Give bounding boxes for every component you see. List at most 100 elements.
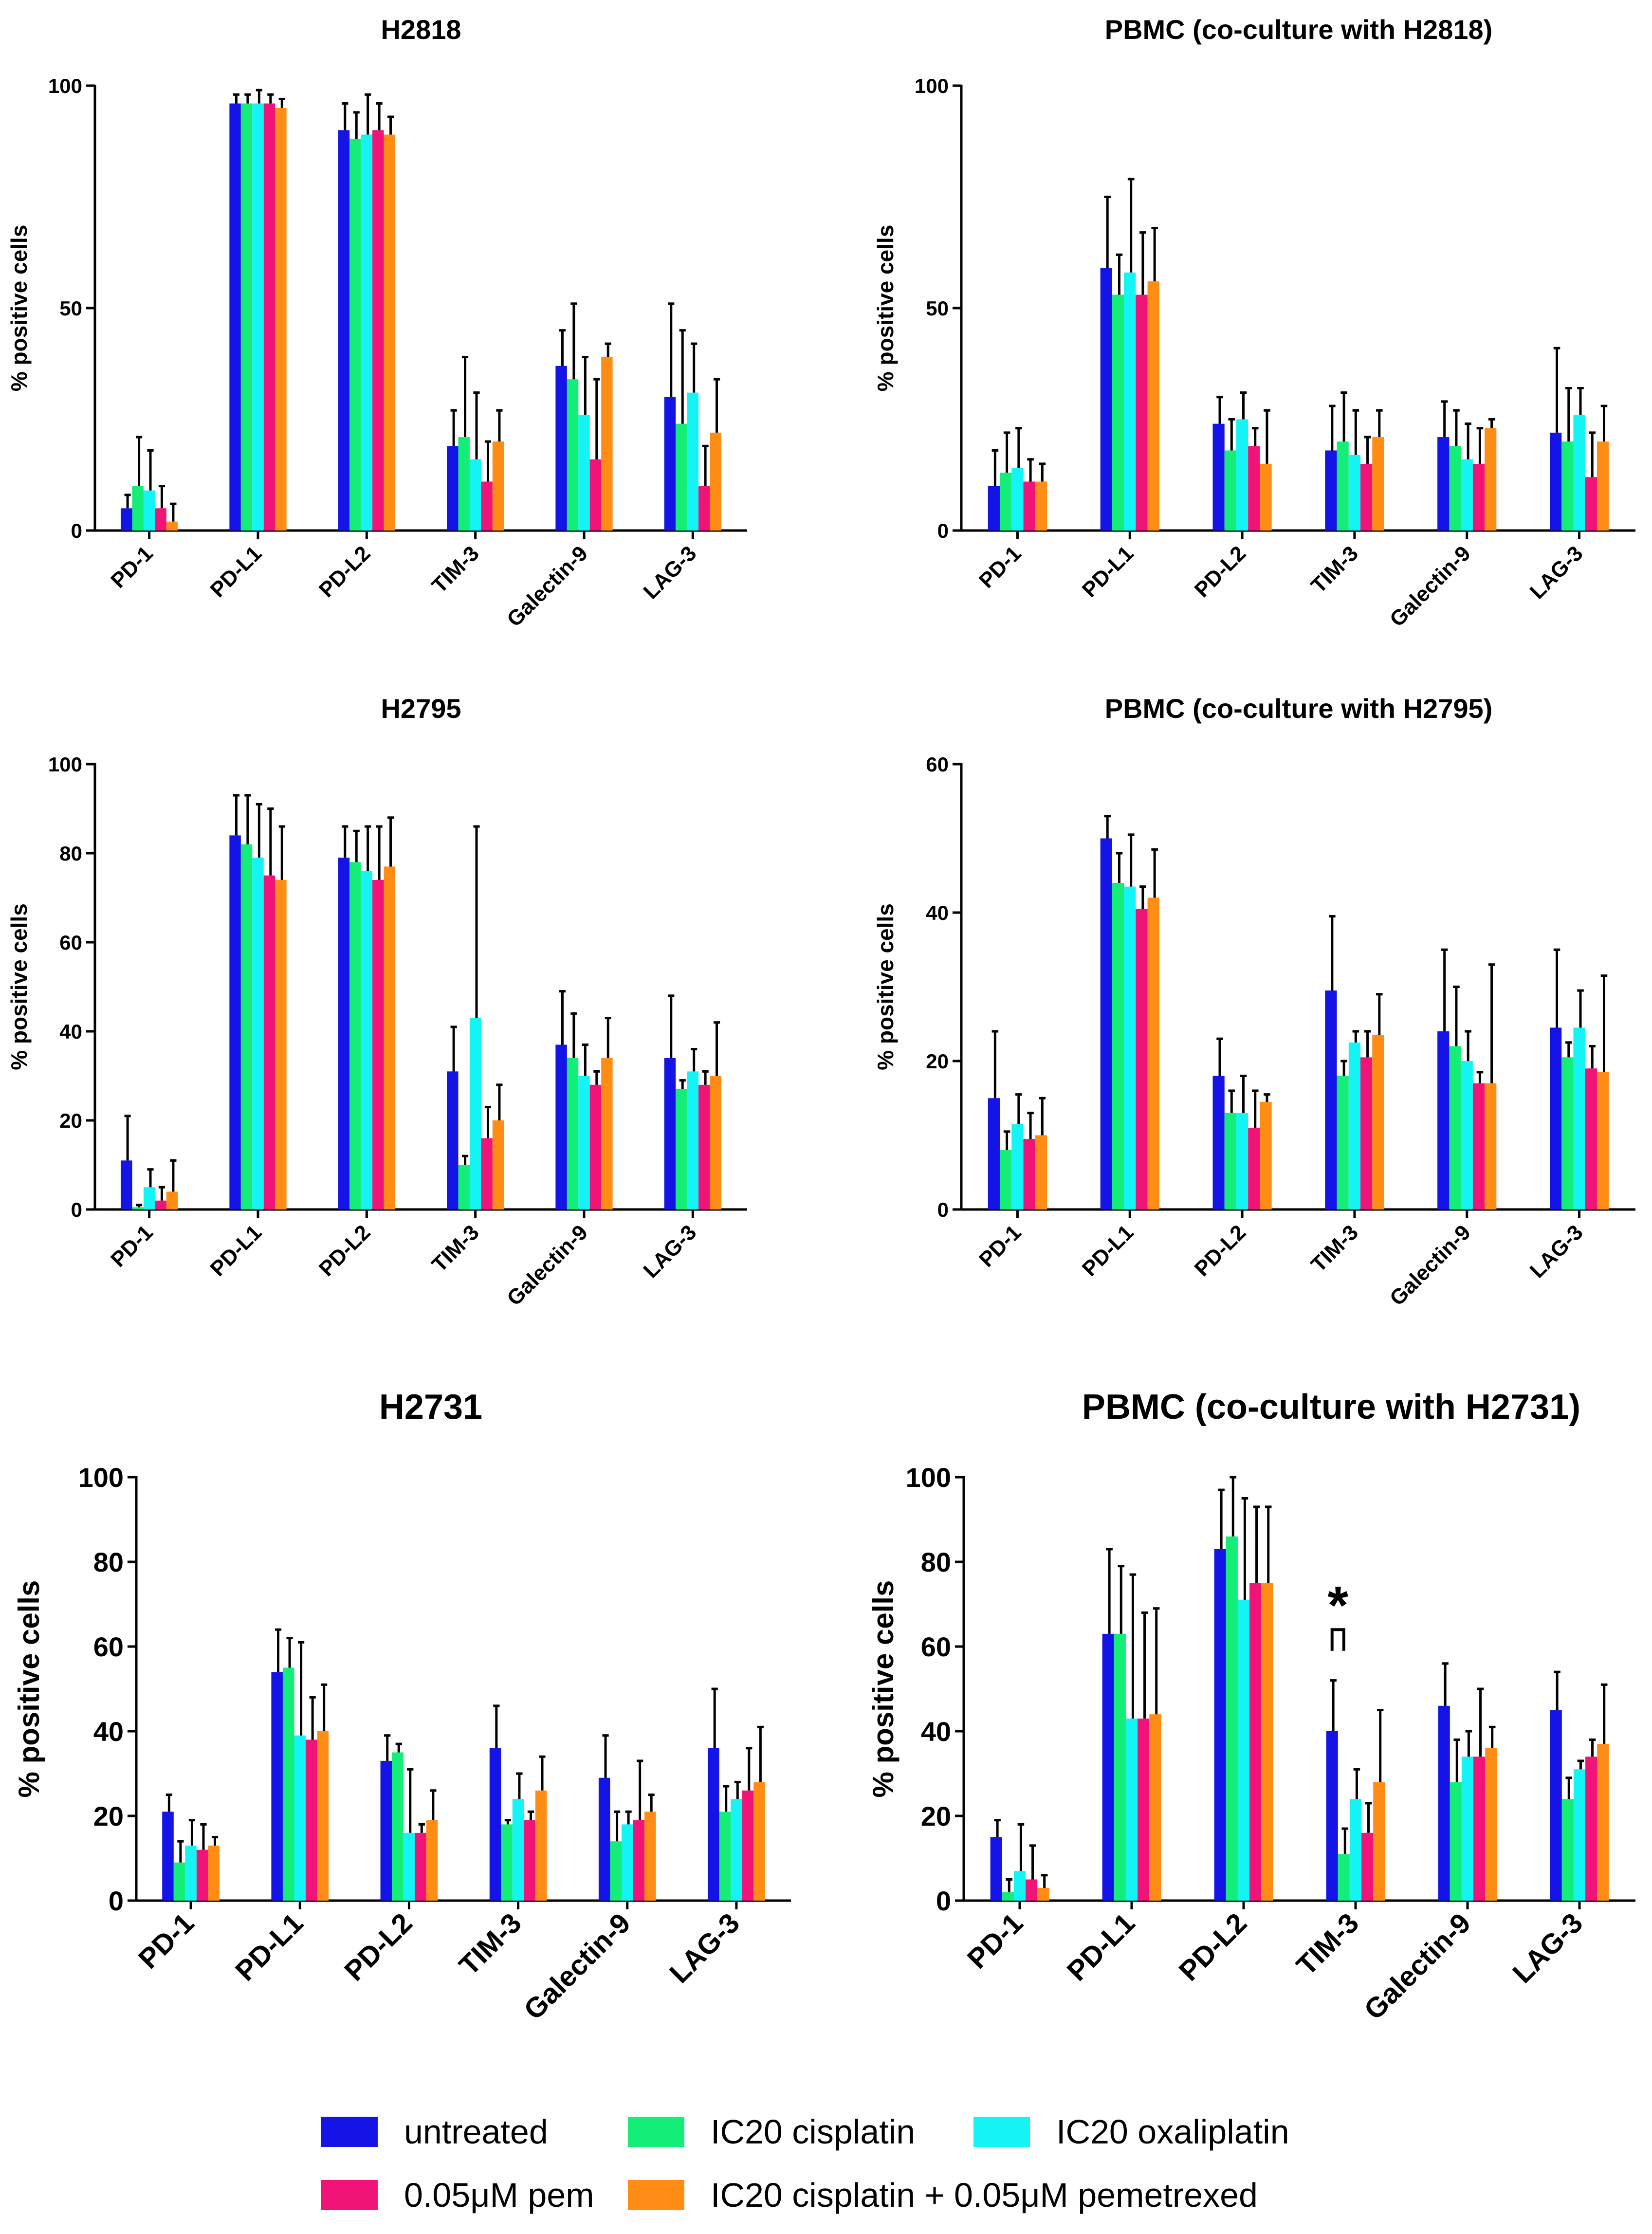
y-tick-label: 80 [59,842,82,865]
legend-item-cisplatin: IC20 cisplatin [628,2112,915,2151]
bar-pem [1026,1879,1038,1901]
legend: untreated IC20 cisplatin IC20 oxaliplati… [273,2103,1489,2224]
bar-pem [263,103,275,531]
y-tick-label: 20 [921,1801,951,1831]
x-tick-label: TIM-3 [1306,1220,1363,1277]
y-axis-label: % positive cells [6,903,32,1070]
bar-oxaliplatin [512,1799,524,1901]
bar-cisplatin [676,1089,687,1209]
bar-untreated [121,1160,132,1209]
bar-untreated [271,1672,283,1901]
x-tick-label: LAG-3 [639,1220,701,1282]
bar-combo [1485,428,1497,531]
chart-panel-3: H2795 % positive cells 0 20 40 60 80 100 PD-1 PD-… [6,693,747,1311]
bar-combo [208,1845,220,1901]
x-tick-label: LAG-3 [1525,541,1588,604]
bar-combo [1035,1135,1047,1209]
bar-pem [155,508,166,531]
chart-panel-5: H2731 % positive cells 0 20 40 60 80 100 PD-1 PD-… [13,1388,791,2026]
y-axis-label: % positive cells [6,225,32,392]
bar-untreated [489,1748,501,1901]
bar-cisplatin [1561,441,1574,531]
x-tick-label: PD-L2 [1190,1220,1251,1281]
significance-star: * [1327,1575,1348,1635]
bar-oxaliplatin [687,1071,699,1209]
bar-untreated [1549,1027,1562,1209]
x-tick-label: PD-L1 [229,1907,309,1987]
x-tick-label: PD-L2 [314,541,375,602]
y-tick-label: 20 [59,1109,82,1132]
bar-cisplatin [392,1752,404,1901]
y-tick-label: 100 [48,753,82,776]
x-tick-label: TIM-3 [1290,1907,1365,1981]
bar-pem [1138,1718,1150,1901]
bar-untreated [990,1837,1002,1901]
bar-untreated [708,1748,719,1901]
x-tick-label: LAG-3 [1525,1220,1588,1282]
y-tick-label: 100 [906,1462,951,1493]
y-tick-label: 80 [93,1547,124,1577]
bar-untreated [338,858,350,1209]
bar-cisplatin [1337,1076,1349,1209]
x-tick-label: PD-L1 [1078,1220,1138,1281]
x-tick-label: LAG-3 [639,541,701,604]
bar-pem [1023,481,1035,531]
y-tick-label: 20 [93,1801,124,1831]
bar-cisplatin [1000,473,1012,531]
bar-cisplatin [567,379,579,531]
bar-oxaliplatin [1236,1113,1248,1209]
bar-cisplatin [1114,1633,1126,1901]
bar-oxaliplatin [143,1187,155,1209]
legend-swatch-cisplatin [628,2117,684,2147]
bar-pem [1472,1083,1485,1209]
y-tick-label: 40 [926,901,949,924]
legend-label-pem: 0.05μM pem [404,2176,594,2214]
y-tick-label: 100 [915,74,949,97]
chart-title: PBMC (co-culture with H2731) [1082,1388,1580,1427]
x-tick-label: PD-L1 [206,541,267,602]
bar-combo [1373,1782,1385,1901]
bar-combo [492,441,504,531]
bar-combo [1372,1035,1384,1209]
bar-pem [372,130,384,531]
bar-cisplatin [1337,441,1349,531]
bar-cisplatin [1449,1046,1461,1209]
bar-pem [1248,446,1260,531]
bar-pem [306,1740,317,1901]
bar-untreated [1100,268,1112,531]
bar-cisplatin [1224,1113,1236,1209]
y-tick-label: 0 [936,1886,951,1916]
bar-oxaliplatin [578,415,590,531]
bar-pem [1023,1139,1035,1209]
bar-oxaliplatin [1461,459,1473,531]
bar-combo [535,1790,547,1901]
x-tick-label: TIM-3 [427,541,484,598]
y-tick-label: 60 [93,1631,124,1662]
bar-untreated [1326,1731,1338,1901]
bar-cisplatin [610,1841,622,1901]
bar-cisplatin [173,1862,185,1901]
bar-cisplatin [1000,1150,1012,1209]
bar-pem [1473,1757,1486,1901]
bar-oxaliplatin [1124,272,1136,531]
bar-untreated [447,1071,459,1209]
bar-combo [1261,1583,1273,1901]
bar-combo [1485,1083,1497,1209]
x-tick-label: PD-L1 [1061,1907,1141,1987]
bar-combo [1485,1748,1497,1901]
bar-untreated [1214,1549,1226,1901]
bar-pem [1585,477,1597,531]
bar-combo [1147,281,1159,531]
bar-oxaliplatin [1125,1718,1138,1901]
bar-cisplatin [132,1207,144,1209]
bar-oxaliplatin [1348,1042,1361,1209]
bar-untreated [447,446,459,531]
legend-label-combo: IC20 cisplatin + 0.05μM pemetrexed [711,2176,1258,2214]
bar-combo [384,866,395,1209]
bar-untreated [598,1777,610,1901]
bar-cisplatin [1112,294,1124,531]
legend-label-oxaliplatin: IC20 oxaliplatin [1056,2113,1289,2151]
x-tick-label: PD-1 [961,1907,1029,1975]
bar-pem [372,879,384,1209]
y-tick-label: 60 [926,753,949,776]
